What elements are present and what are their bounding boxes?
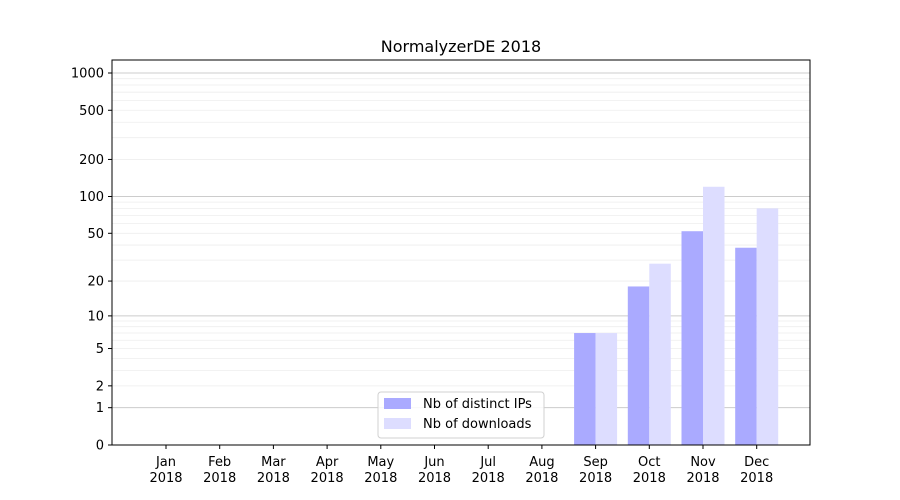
- bar-downloads: [595, 333, 618, 445]
- y-tick-label: 100: [79, 190, 104, 205]
- y-tick-label: 2: [96, 379, 104, 394]
- x-tick-label-year: 2018: [311, 471, 344, 486]
- x-tick-label-month: Sep: [583, 455, 608, 470]
- x-tick-label-month: Jul: [479, 455, 496, 470]
- x-tick-label-month: Apr: [316, 455, 339, 470]
- bar-distinct-ips: [627, 286, 650, 445]
- y-tick-label: 1000: [71, 67, 104, 82]
- chart-title: NormalyzerDE 2018: [381, 37, 541, 56]
- bar-distinct-ips: [574, 333, 596, 445]
- bars-layer: [574, 186, 779, 445]
- y-tick-label: 200: [79, 153, 104, 168]
- y-tick-label: 20: [87, 275, 104, 290]
- x-tick-label-year: 2018: [364, 471, 397, 486]
- y-tick-label: 500: [79, 104, 104, 119]
- y-tick-label: 1: [96, 401, 104, 416]
- legend-label: Nb of distinct IPs: [423, 397, 532, 412]
- x-tick-label-month: Oct: [638, 455, 660, 470]
- x-tick-label-year: 2018: [149, 471, 182, 486]
- legend-box: [377, 391, 545, 439]
- x-tick-label-month: Jan: [155, 455, 176, 470]
- x-tick-label-month: Nov: [690, 455, 716, 470]
- x-tick-label-month: Dec: [744, 455, 769, 470]
- bar-distinct-ips: [681, 231, 703, 445]
- x-tick-label-month: May: [367, 455, 394, 470]
- y-tick-label: 10: [87, 309, 104, 324]
- x-tick-label-year: 2018: [472, 471, 505, 486]
- x-tick-label-year: 2018: [740, 471, 773, 486]
- axes-layer: 01251020501002005001000Jan2018Feb2018Mar…: [71, 67, 773, 487]
- bar-downloads: [756, 208, 779, 445]
- x-tick-label-year: 2018: [633, 471, 666, 486]
- legend-swatch: [384, 418, 411, 429]
- x-tick-label-year: 2018: [525, 471, 558, 486]
- plot-frame: [111, 59, 811, 446]
- x-tick-label-month: Aug: [529, 455, 554, 470]
- y-tick-label: 50: [87, 227, 104, 242]
- x-tick-label-year: 2018: [203, 471, 236, 486]
- bar-downloads: [703, 186, 725, 445]
- x-tick-label-year: 2018: [686, 471, 719, 486]
- y-tick-label: 0: [96, 439, 104, 454]
- legend-swatch: [384, 398, 411, 409]
- x-tick-label-year: 2018: [418, 471, 451, 486]
- legend: Nb of distinct IPs Nb of downloads: [377, 391, 545, 439]
- x-tick-label-month: Jun: [423, 455, 444, 470]
- bar-distinct-ips: [735, 247, 757, 445]
- x-tick-label-year: 2018: [579, 471, 612, 486]
- bar-downloads: [649, 263, 671, 445]
- x-tick-label-month: Feb: [208, 455, 231, 470]
- x-tick-label-month: Mar: [261, 455, 286, 470]
- y-tick-label: 5: [96, 342, 104, 357]
- x-tick-label-year: 2018: [257, 471, 290, 486]
- legend-label: Nb of downloads: [423, 417, 532, 432]
